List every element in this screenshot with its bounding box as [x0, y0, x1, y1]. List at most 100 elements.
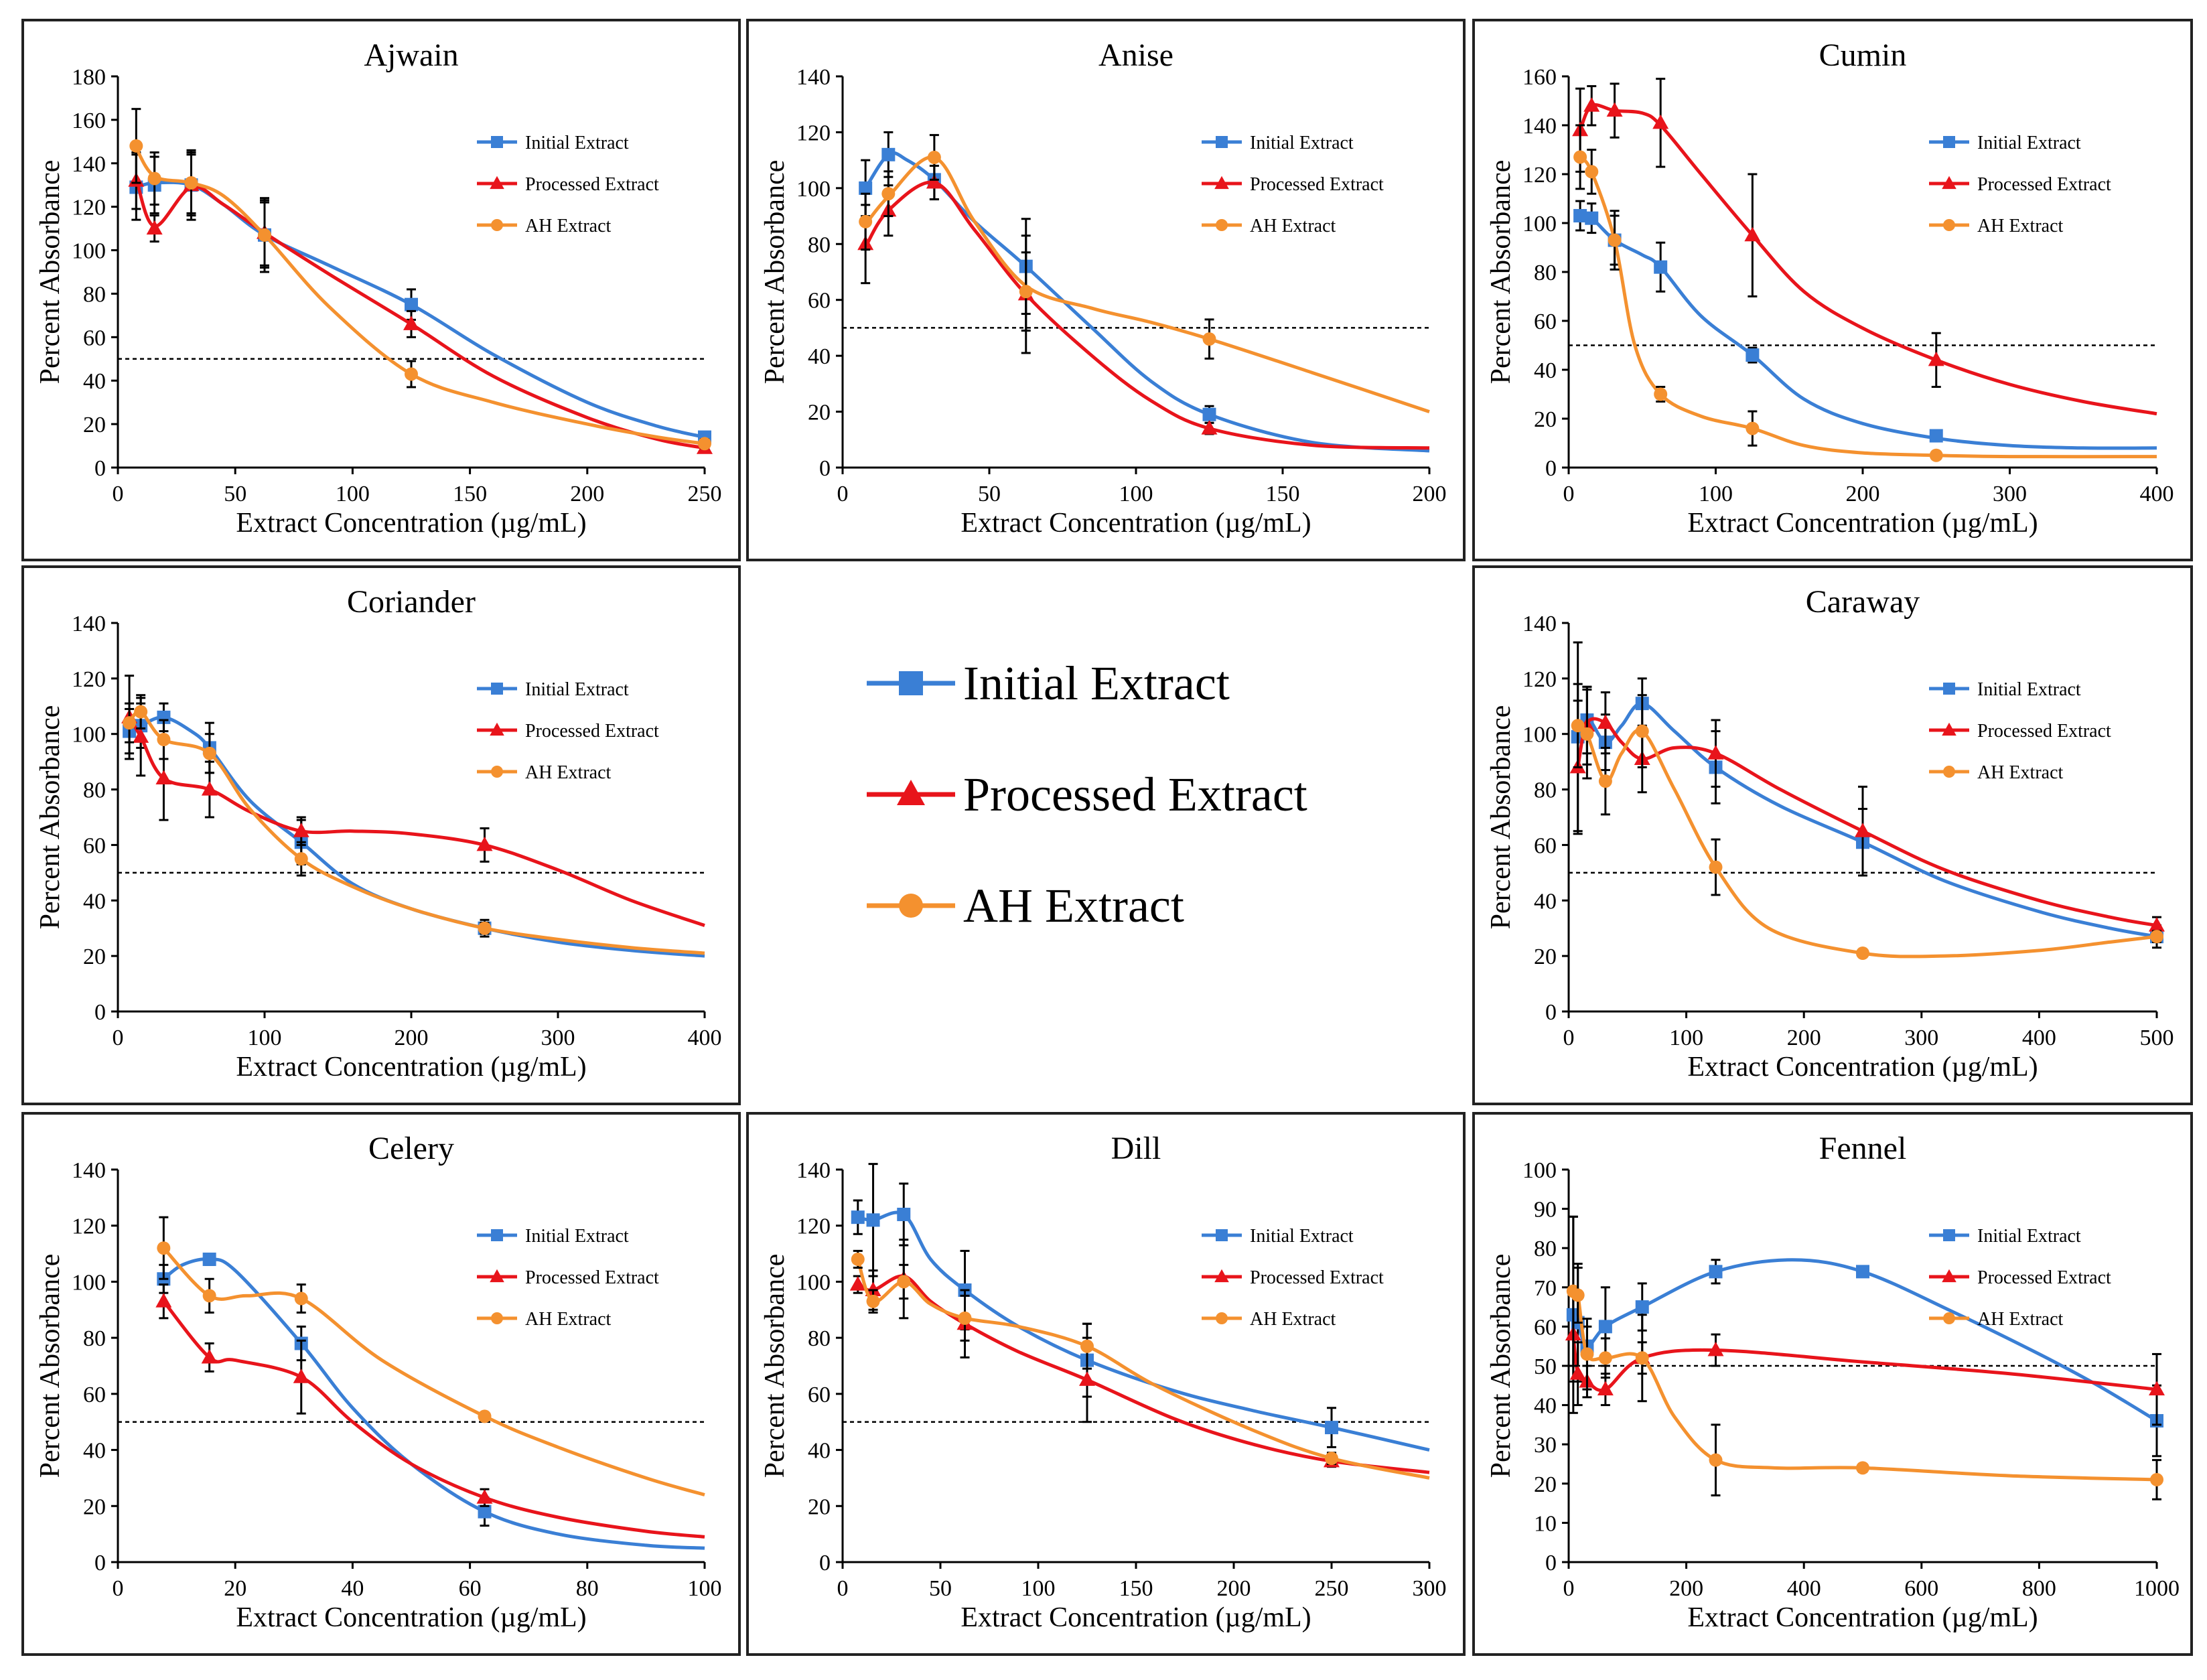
chart-legend: Initial Extract Processed Extract AH Extra… — [1929, 679, 2111, 783]
data-point — [294, 852, 308, 866]
data-point — [1606, 102, 1623, 117]
chart-panel-celery: Celery 0 20 40 60 80 100 120 140 0 20 40 60 80 100 Extr… — [21, 1112, 741, 1656]
x-tick-label: 200 — [1846, 482, 1880, 506]
data-point — [866, 1213, 880, 1227]
data-point — [1709, 860, 1723, 874]
legend-label: AH Extract — [1250, 216, 1336, 236]
data-point — [1635, 1300, 1649, 1314]
series-processed-extract — [155, 1283, 705, 1539]
y-tick-label: 40 — [808, 344, 831, 369]
y-tick-label: 80 — [1534, 261, 1557, 285]
chart-title: Anise — [1098, 38, 1173, 73]
data-point — [478, 921, 492, 935]
legend-marker-square-icon — [867, 671, 955, 695]
axes — [117, 1170, 705, 1563]
y-tick-label: 40 — [808, 1439, 831, 1464]
data-point — [1569, 1365, 1586, 1380]
chart-title: Cumin — [1819, 38, 1907, 73]
legend-label: Initial Extract — [1977, 133, 2081, 153]
data-point — [866, 1294, 880, 1308]
data-point — [293, 1369, 309, 1383]
y-tick-label: 20 — [83, 1494, 106, 1519]
x-tick-label: 50 — [224, 482, 246, 506]
chart-svg: Anise 0 20 40 60 80 100 120 140 0 50 100 150 200 Extra… — [760, 38, 1447, 539]
x-axis-label: Extract Concentration (µg/mL) — [236, 1602, 586, 1633]
y-tick-label: 100 — [72, 1270, 106, 1295]
data-point — [155, 1293, 172, 1308]
y-tick-label: 40 — [1534, 1394, 1557, 1419]
central-legend-label: AH Extract — [963, 879, 1184, 932]
data-point — [859, 181, 873, 195]
y-tick-label: 0 — [1545, 1551, 1557, 1576]
legend-label: AH Extract — [1977, 762, 2064, 783]
x-tick-label: 300 — [541, 1026, 575, 1050]
data-point — [1929, 429, 1943, 443]
data-point — [1746, 348, 1760, 362]
chart-legend: Initial Extract Processed Extract AH Extra… — [477, 679, 659, 783]
chart-legend: Initial Extract Processed Extract AH Extra… — [1202, 1226, 1384, 1330]
legend-label: Initial Extract — [525, 1226, 629, 1247]
legend-label: Processed Extract — [525, 1267, 659, 1288]
legend-label: Processed Extract — [525, 174, 659, 195]
series-line — [856, 1259, 1430, 1480]
y-axis-label: Percent Absorbance — [35, 160, 66, 384]
data-point — [1585, 165, 1599, 179]
data-point — [1608, 233, 1622, 247]
y-tick-label: 0 — [94, 1551, 106, 1576]
y-axis-label: Percent Absorbance — [760, 1254, 790, 1478]
data-point — [1635, 1351, 1649, 1365]
y-tick-label: 80 — [808, 1326, 831, 1351]
y-tick-label: 120 — [796, 1214, 831, 1239]
x-tick-label: 800 — [2022, 1576, 2056, 1601]
series-line — [162, 1257, 705, 1550]
y-tick-label: 120 — [72, 1214, 106, 1239]
legend-marker-icon — [1942, 1269, 1956, 1283]
y-tick-label: 40 — [83, 369, 106, 394]
legend-marker-icon — [1943, 136, 1955, 148]
series-ah-extract — [1566, 1215, 2163, 1500]
data-point — [1652, 114, 1669, 129]
axes — [1567, 623, 2157, 1013]
legend-marker-icon — [491, 766, 503, 778]
data-point — [1598, 1351, 1612, 1365]
series-initial-extract — [1573, 200, 2157, 450]
x-tick-label: 40 — [341, 1576, 364, 1601]
chart-legend: Initial Extract Processed Extract AH Extra… — [1929, 133, 2111, 236]
y-tick-label: 60 — [83, 833, 106, 858]
central-legend: Initial Extract Processed Extract AH Ext… — [864, 656, 1373, 965]
chart-panel-anise: Anise 0 20 40 60 80 100 120 140 0 50 100 150 200 Extra… — [746, 19, 1466, 561]
y-tick-label: 0 — [1545, 1000, 1557, 1025]
data-point — [1573, 209, 1587, 223]
legend-label: Initial Extract — [1977, 679, 2081, 700]
data-point — [147, 171, 161, 186]
x-tick-label: 60 — [459, 1576, 482, 1601]
y-tick-label: 40 — [83, 1439, 106, 1464]
x-tick-label: 300 — [1993, 482, 2027, 506]
data-point — [1571, 719, 1585, 733]
axes — [117, 76, 705, 469]
legend-marker-icon — [1216, 1312, 1228, 1324]
data-point — [1201, 420, 1218, 435]
legend-marker-icon — [1943, 683, 1955, 695]
y-tick-label: 140 — [72, 612, 106, 636]
legend-marker-icon — [491, 683, 503, 695]
y-tick-label: 0 — [819, 456, 831, 481]
data-point — [1325, 1421, 1338, 1435]
legend-label: Initial Extract — [1250, 1226, 1354, 1247]
x-tick-label: 200 — [1413, 482, 1447, 506]
x-tick-label: 500 — [2140, 1026, 2174, 1050]
y-tick-label: 20 — [1534, 944, 1557, 969]
legend-label: AH Extract — [525, 216, 612, 236]
y-tick-label: 20 — [83, 944, 106, 969]
x-axis-label: Extract Concentration (µg/mL) — [1687, 508, 2038, 539]
x-tick-label: 50 — [978, 482, 1001, 506]
y-tick-label: 100 — [1522, 723, 1557, 748]
series-processed-extract — [121, 675, 705, 927]
y-tick-label: 60 — [808, 1383, 831, 1407]
data-point — [2150, 1472, 2163, 1486]
data-point — [1855, 823, 1871, 837]
data-point — [129, 139, 143, 153]
data-point — [1654, 387, 1668, 401]
data-point — [1583, 97, 1600, 112]
y-tick-label: 120 — [72, 667, 106, 692]
